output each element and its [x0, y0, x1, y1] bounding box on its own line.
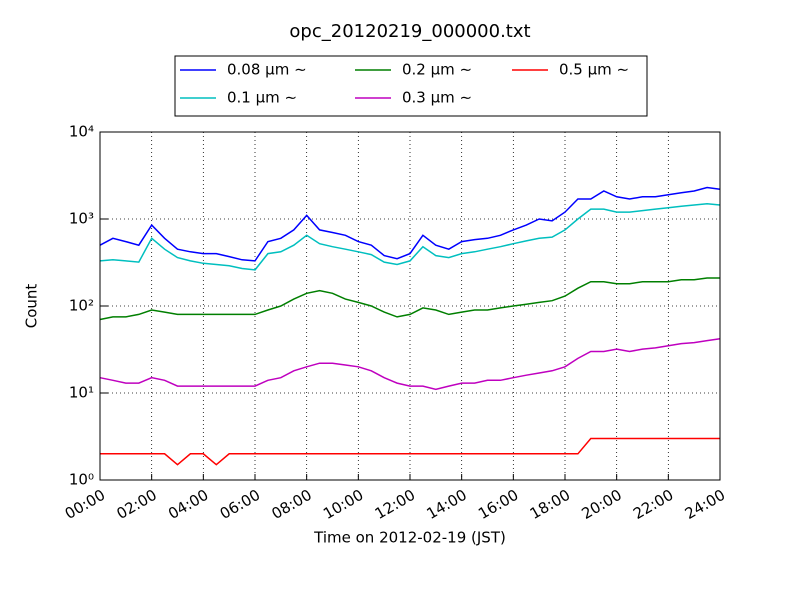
x-axis-label: Time on 2012-02-19 (JST)	[313, 529, 506, 547]
y-tick-label: 10⁴	[69, 123, 94, 141]
y-axis-label: Count	[23, 284, 41, 329]
x-tick-label: 04:00	[165, 486, 211, 523]
legend-label: 0.5 μm ∼	[559, 61, 629, 79]
series-line	[99, 186, 721, 262]
chart-title: opc_20120219_000000.txt	[289, 21, 530, 42]
series-line	[99, 202, 721, 271]
x-tick-label: 20:00	[578, 486, 624, 523]
legend-label: 0.2 μm ∼	[402, 61, 472, 79]
x-tick-label: 08:00	[268, 486, 314, 523]
x-tick-label: 16:00	[475, 486, 521, 523]
plot-frame	[99, 131, 721, 481]
x-tick-label: 06:00	[217, 486, 263, 523]
legend-box	[174, 55, 648, 117]
y-tick-label: 10¹	[69, 384, 94, 402]
y-tick-label: 10³	[69, 210, 94, 228]
legend-label: 0.3 μm ∼	[402, 89, 472, 107]
x-tick-label: 12:00	[372, 486, 418, 523]
series-line	[99, 277, 720, 321]
x-tick-label: 00:00	[62, 486, 108, 523]
y-tick-label: 10²	[69, 297, 94, 315]
x-tick-label: 14:00	[423, 486, 469, 523]
legend-label: 0.08 μm ∼	[227, 61, 307, 79]
x-tick-label: 02:00	[113, 486, 159, 523]
series-line	[100, 437, 720, 466]
series-line	[99, 338, 721, 391]
x-tick-label: 24:00	[682, 486, 728, 523]
x-tick-label: 10:00	[320, 486, 366, 523]
legend-label: 0.1 μm ∼	[227, 89, 297, 107]
x-tick-label: 22:00	[630, 486, 676, 523]
y-tick-label: 10⁰	[69, 471, 94, 489]
x-tick-label: 18:00	[527, 486, 573, 523]
